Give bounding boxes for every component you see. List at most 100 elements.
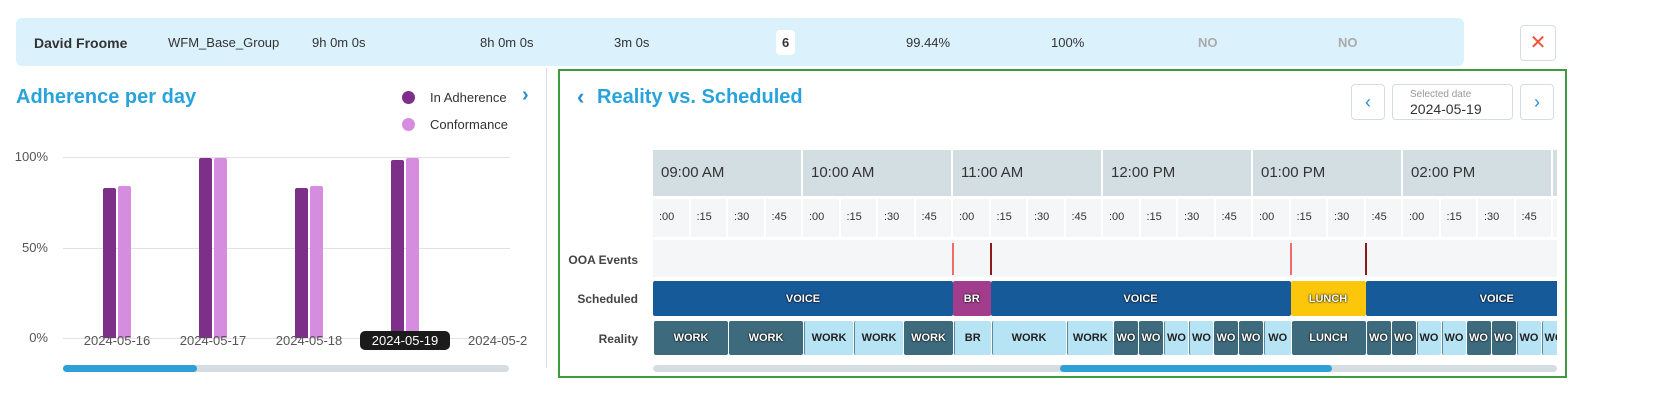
ooa-event-marker[interactable] [989,243,992,275]
agent-summary-row[interactable]: David Froome WFM_Base_Group 9h 0m 0s 8h … [16,18,1464,66]
selected-date-field[interactable]: Selected date 2024-05-19 [1392,84,1513,120]
timeline-header: 09:00 AM:00:15:30:45 10:00 AM:00:15:30:45… [653,150,1557,237]
x-tick-label[interactable]: 2024-05-2 [468,333,528,348]
flag-2: NO [1338,35,1358,50]
reality-wo[interactable]: WO [1391,321,1416,355]
close-button[interactable]: ✕ [1520,25,1556,61]
timeline-body: VOICE BR VOICE LUNCH VOICE WORK WORK WORK WORK WO… [653,240,1557,356]
reality-wo[interactable]: WO [1441,321,1466,355]
chevron-right-icon[interactable]: › [522,84,529,106]
gridline [63,157,510,158]
timeline-scrollbar[interactable] [653,365,1557,372]
ooa-event-marker[interactable] [1364,243,1367,275]
reality-wo[interactable]: WO [1239,321,1263,355]
y-tick-label: 50% [21,239,48,255]
hour-header: 10:00 AM [803,150,951,196]
bar-conformance[interactable] [310,185,323,338]
reality-br[interactable]: BR [954,321,991,355]
reality-work[interactable]: WORK [654,321,728,355]
reality-work[interactable]: WORK [904,321,953,355]
quarter-header: :30 [1478,199,1514,237]
next-date-button[interactable]: › [1520,84,1554,120]
chart-scrollbar[interactable] [63,365,509,372]
timeline-scrollbar-thumb[interactable] [1060,365,1332,372]
quarter-header: :15 [1290,199,1326,237]
legend-dot-conformance [402,118,415,131]
quarter-header: :00 [1553,199,1557,237]
reality-work[interactable]: WORK [854,321,903,355]
quarter-header: :00 [1103,199,1139,237]
reality-wo[interactable]: WO [1541,321,1557,355]
reality-work[interactable]: WORK [1066,321,1113,355]
quarter-header: :30 [878,199,914,237]
reality-work[interactable]: WORK [804,321,853,355]
quarter-header: :30 [728,199,764,237]
scheduled-voice[interactable]: VOICE [1365,281,1557,316]
reality-lunch[interactable]: LUNCH [1291,321,1366,355]
group-name: WFM_Base_Group [168,35,280,50]
ooa-event-marker[interactable] [952,243,954,275]
x-tick-label[interactable]: 2024-05-18 [275,333,343,348]
y-tick-label: 0% [29,330,48,345]
bar-in-adherence[interactable] [391,159,404,338]
reality-work[interactable]: WORK [729,321,803,355]
reality-wo[interactable]: WO [1189,321,1213,355]
quarter-header: :00 [1253,199,1289,237]
bar-conformance[interactable] [406,157,419,338]
close-icon: ✕ [1529,32,1547,54]
gridline [63,247,510,249]
reality-wo[interactable]: WO [1491,321,1516,355]
adherence-title: Adherence per day [16,86,197,108]
date-label: Selected date [1410,89,1472,100]
bar-in-adherence[interactable] [199,157,212,338]
reality-work[interactable]: WORK [991,321,1066,355]
x-tick-label[interactable]: 2024-05-17 [179,333,247,348]
agent-name: David Froome [34,35,128,51]
date-value: 2024-05-19 [1410,101,1482,117]
reality-wo[interactable]: WO [1466,321,1491,355]
row-label-reality: Reality [598,332,638,346]
reality-wo[interactable]: WO [1164,321,1188,355]
quarter-header: :00 [803,199,839,237]
worked-time: 8h 0m 0s [480,35,534,50]
flag-1: NO [1198,35,1218,50]
bar-in-adherence[interactable] [103,187,116,338]
bar-conformance[interactable] [214,157,227,338]
quarter-header: :30 [1328,199,1364,237]
chart-scrollbar-thumb[interactable] [63,365,197,372]
reality-wo[interactable]: WO [1139,321,1163,355]
reality-wo[interactable]: WO [1264,321,1291,355]
x-tick-label[interactable]: 2024-05-16 [83,333,151,348]
reality-wo[interactable]: WO [1214,321,1238,355]
quarter-header: :15 [840,199,876,237]
adherence-value: 99.44% [906,35,951,50]
reality-wo[interactable]: WO [1416,321,1441,355]
reality-wo[interactable]: WO [1366,321,1391,355]
quarter-header: :45 [1215,199,1251,237]
bar-conformance[interactable] [118,185,131,338]
prev-date-button[interactable]: ‹ [1351,84,1385,120]
hour-header: 01:00 PM [1253,150,1401,196]
scheduled-voice[interactable]: VOICE [990,281,1291,316]
row-label-ooa: OOA Events [568,253,638,267]
hour-header [1553,150,1557,196]
reality-wo[interactable]: WO [1516,321,1541,355]
chevron-left-icon: ‹ [1365,92,1371,112]
quarter-header: :45 [1365,199,1401,237]
scheduled-lunch[interactable]: LUNCH [1290,281,1366,316]
gridline [63,338,510,339]
scheduled-br[interactable]: BR [953,281,991,316]
legend-in-adherence: In Adherence [430,90,507,105]
quarter-header: :15 [690,199,726,237]
quarter-header: :30 [1178,199,1214,237]
y-tick-label: 100% [14,149,48,164]
reality-wo[interactable]: WO [1114,321,1138,355]
chevron-left-icon[interactable]: ‹ [577,84,585,109]
count-badge: 6 [776,30,796,55]
quarter-header: :15 [1440,199,1476,237]
bar-in-adherence[interactable] [295,187,308,338]
ooa-event-marker[interactable] [1289,243,1292,275]
scheduled-time: 9h 0m 0s [312,35,366,50]
scheduled-voice[interactable]: VOICE [653,281,953,316]
x-tick-label[interactable]: 2024-05-19 [360,331,450,350]
